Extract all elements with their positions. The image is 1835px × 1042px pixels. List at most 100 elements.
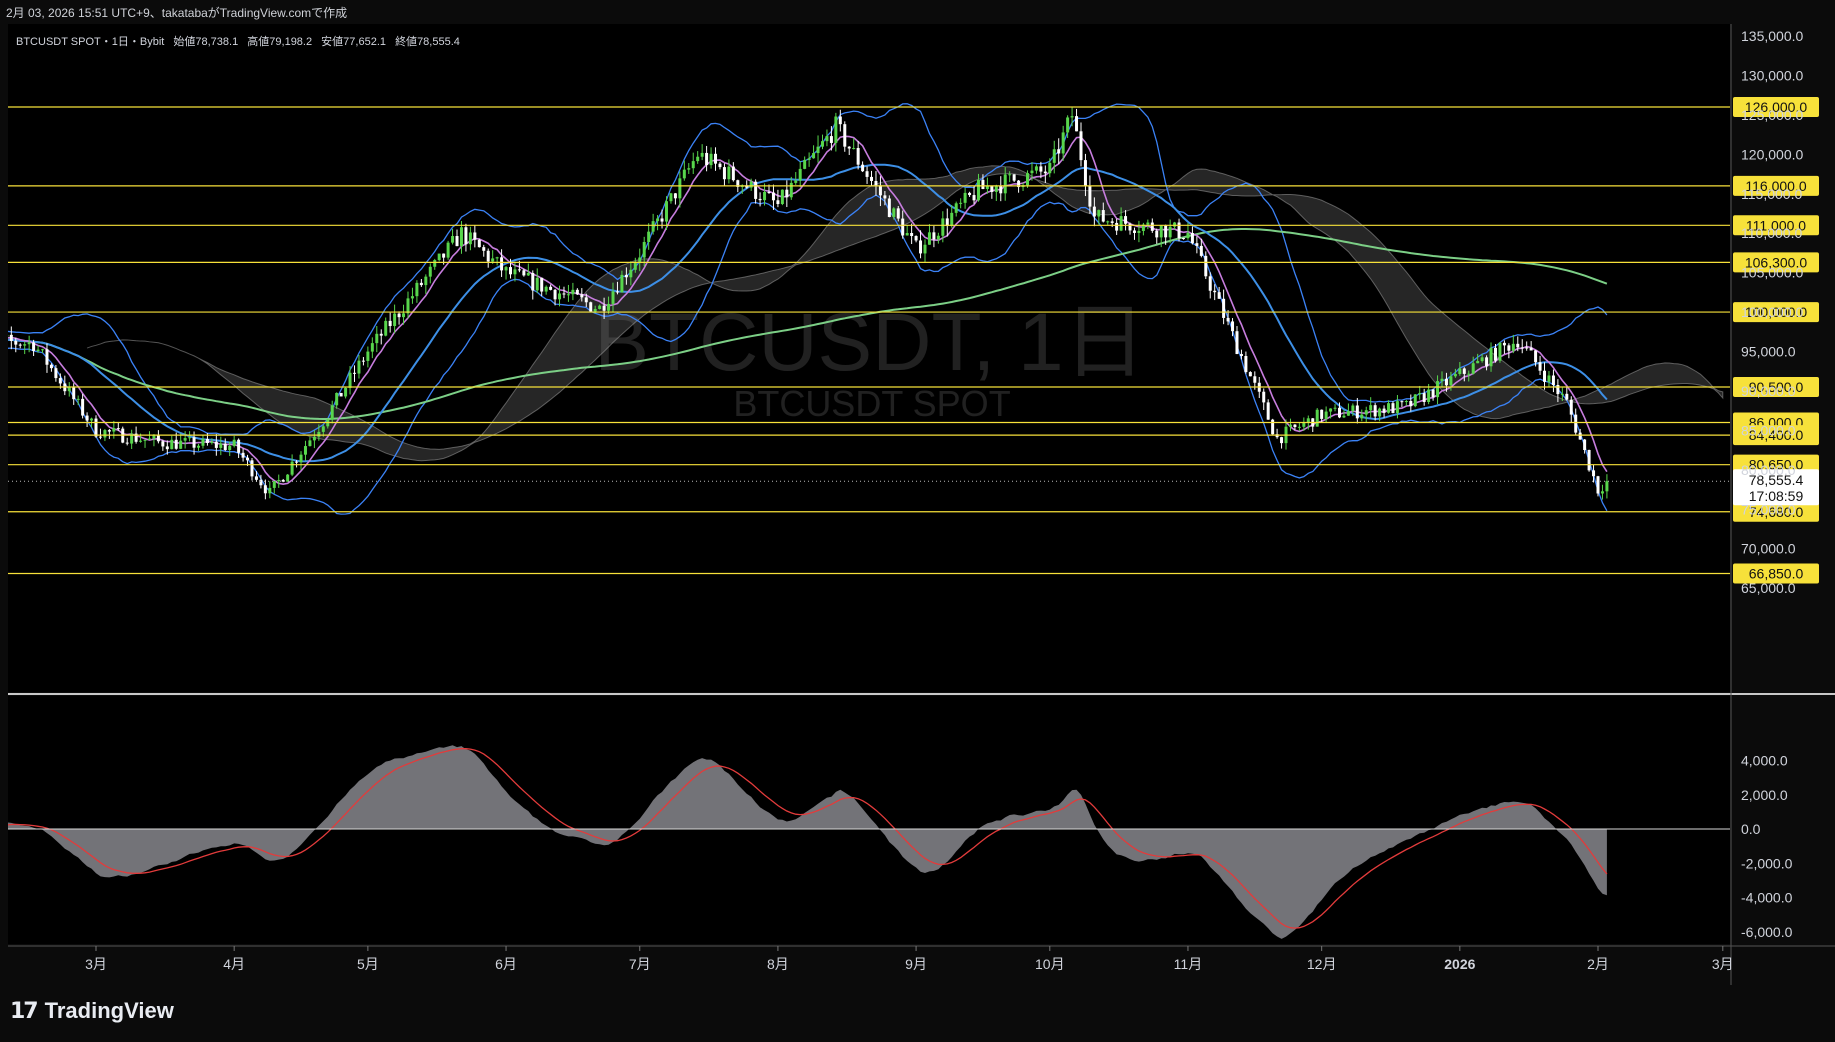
- candle-body: [415, 282, 419, 297]
- candle-body: [1204, 255, 1208, 277]
- candle-body: [941, 218, 945, 236]
- candle-body: [455, 236, 459, 247]
- candle-body: [558, 293, 562, 300]
- candle-body: [1030, 170, 1034, 174]
- candle-body: [317, 431, 321, 437]
- candle-body: [1159, 225, 1163, 238]
- level-label[interactable]: 116,000.0: [1733, 175, 1819, 196]
- candle-body: [246, 457, 250, 461]
- candle-body: [517, 269, 521, 271]
- candle-body: [647, 231, 651, 242]
- price-tick: 135,000.0: [1741, 28, 1803, 44]
- candle-body: [803, 159, 807, 169]
- level-label[interactable]: 111,000.0: [1733, 215, 1819, 236]
- candle-body: [179, 440, 183, 449]
- candle-body: [544, 286, 548, 292]
- candle-body: [459, 227, 463, 247]
- time-tick: 10月: [1035, 956, 1065, 972]
- osc-tick: -6,000.0: [1741, 924, 1793, 940]
- candle-body: [214, 441, 218, 448]
- candle-body: [767, 191, 771, 193]
- candle-body: [1244, 355, 1248, 373]
- candle-body: [522, 270, 526, 276]
- candle-body: [1173, 222, 1177, 227]
- candle-body: [705, 152, 709, 166]
- level-label[interactable]: 66,850.0: [1733, 563, 1819, 584]
- candle-body: [1440, 378, 1444, 382]
- candle-body: [1395, 401, 1399, 413]
- last-price-value: 78,555.4: [1749, 472, 1804, 488]
- candle-body: [901, 218, 905, 236]
- candle-body: [406, 298, 410, 314]
- countdown: 17:08:59: [1749, 488, 1804, 504]
- candle-body: [1596, 476, 1600, 494]
- candle-body: [602, 305, 606, 311]
- candle-body: [1520, 347, 1524, 349]
- candle-body: [1543, 370, 1547, 382]
- candle-body: [1578, 432, 1582, 440]
- candle-body: [1467, 373, 1471, 375]
- osc-tick: 2,000.0: [1741, 787, 1788, 803]
- legend-open-label: 始値: [173, 34, 195, 48]
- candle-body: [758, 198, 762, 201]
- level-label[interactable]: 126,000.0: [1733, 96, 1819, 117]
- candle-body: [714, 153, 718, 164]
- candle-body: [433, 260, 437, 267]
- level-label[interactable]: 84,400.0: [1733, 425, 1819, 446]
- candle-body: [1337, 407, 1341, 418]
- price-tick: 125,000.0: [1741, 107, 1803, 123]
- last-price-label[interactable]: 78,555.417:08:59: [1733, 469, 1819, 506]
- time-tick: 9月: [905, 956, 927, 972]
- candle-body: [130, 433, 134, 444]
- candle-body: [192, 437, 196, 448]
- time-tick: 11月: [1174, 956, 1203, 972]
- price-pane[interactable]: [8, 24, 1730, 692]
- candle-body: [366, 351, 370, 361]
- tradingview-logo-icon: 𝟭𝟳: [10, 998, 39, 1023]
- candle-body: [1547, 375, 1551, 382]
- legend-low: 77,652.1: [343, 36, 386, 48]
- level-label[interactable]: 106,300.0: [1733, 252, 1819, 273]
- price-tick: 120,000.0: [1741, 146, 1803, 162]
- candle-body: [981, 179, 985, 190]
- level-label[interactable]: 100,000.0: [1733, 302, 1819, 323]
- candle-body: [428, 266, 432, 277]
- candle-body: [174, 439, 178, 449]
- candle-body: [486, 250, 490, 262]
- ma-mid-line: [8, 163, 1608, 463]
- candle-body: [566, 294, 570, 296]
- candle-body: [268, 487, 272, 494]
- candle-body: [1534, 350, 1538, 363]
- candle-body: [1449, 376, 1453, 386]
- candle-body: [112, 428, 116, 432]
- candle-body: [1222, 298, 1226, 318]
- tradingview-logo[interactable]: 𝟭𝟳 TradingView: [10, 996, 174, 1026]
- candle-body: [1288, 424, 1292, 427]
- candle-body: [1280, 437, 1284, 444]
- candle-body: [1471, 363, 1475, 374]
- candle-body: [90, 418, 94, 421]
- candle-body: [678, 178, 682, 199]
- candle-body: [1409, 400, 1413, 407]
- candle-body: [571, 289, 575, 295]
- ichimoku-cloud: [86, 165, 1724, 462]
- candle-body: [1235, 331, 1239, 355]
- candle-body: [1231, 321, 1235, 332]
- candle-body: [722, 167, 726, 180]
- candle-body: [718, 163, 722, 168]
- candle-body: [785, 189, 789, 198]
- candle-body: [816, 146, 820, 154]
- level-label[interactable]: 74,680.0: [1733, 501, 1819, 522]
- candle-body: [1378, 408, 1382, 417]
- candle-body: [1565, 393, 1569, 400]
- level-label-text: 126,000.0: [1745, 99, 1807, 115]
- candle-body: [887, 198, 891, 217]
- candle-body: [1373, 405, 1377, 417]
- candle-body: [1253, 376, 1257, 383]
- candle-body: [375, 333, 379, 344]
- candle-body: [1128, 223, 1132, 231]
- level-label[interactable]: 90,500.0: [1733, 376, 1819, 397]
- candle-body: [223, 443, 227, 451]
- candle-body: [1106, 221, 1110, 223]
